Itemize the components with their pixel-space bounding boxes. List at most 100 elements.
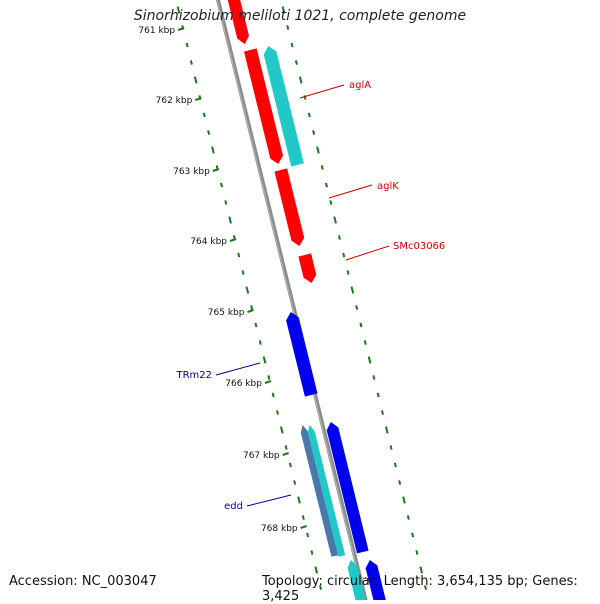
tick-mark [237, 252, 241, 258]
scale-label: 766 kbp [225, 379, 262, 389]
tick-mark [306, 532, 310, 538]
tick-mark [267, 375, 271, 380]
gene-SMc03066[interactable] [298, 253, 317, 283]
backbone-highlight [216, 0, 367, 604]
label-leader-line [299, 84, 345, 99]
gene-labels: aglA aglK SMc03066 TRm22 edd [175, 80, 445, 512]
tick-mark [207, 130, 211, 135]
label-leader-line [246, 494, 292, 507]
scale-tick [282, 452, 289, 456]
label-leader-line [345, 245, 390, 261]
tick-mark [228, 216, 232, 224]
outer-tick-track [281, 6, 428, 590]
genome-backbone [215, 0, 369, 604]
tick-mark [319, 585, 323, 590]
tick-mark [275, 410, 279, 415]
tick-mark [297, 496, 301, 504]
feature-track [227, 0, 388, 604]
tick-mark [281, 6, 286, 14]
tick-mark [250, 305, 254, 310]
tick-mark [406, 515, 410, 520]
scale-label: 762 kbp [156, 96, 193, 106]
tick-mark [189, 60, 193, 65]
gene-TRm22[interactable] [286, 312, 318, 397]
tick-mark [329, 200, 333, 205]
tick-mark [325, 182, 329, 188]
scale-tick [229, 238, 237, 242]
tick-mark [293, 480, 297, 485]
tick-mark [254, 322, 258, 328]
gene-aglK[interactable] [274, 168, 305, 246]
tick-mark [271, 392, 275, 398]
accession-text: Accession: NC_003047 [9, 574, 157, 589]
tick-mark [185, 42, 189, 48]
scale-label: 768 kbp [261, 524, 298, 534]
tick-mark [398, 480, 402, 485]
tick-mark [355, 305, 359, 310]
tick-mark [312, 130, 316, 135]
tick-mark [402, 496, 406, 504]
scale-labels: 761 kbp 762 kbp 763 kbp 764 kbp 765 kbp 766 k… [138, 26, 307, 534]
tick-mark [307, 112, 311, 118]
tick-mark [424, 585, 428, 590]
tick-mark [294, 60, 298, 65]
gene-label-aglK[interactable]: aglK [377, 181, 399, 192]
gene-edd[interactable] [326, 422, 369, 554]
tick-mark [384, 426, 389, 434]
tick-mark [367, 356, 372, 364]
tick-mark [211, 146, 215, 154]
scale-label: 765 kbp [208, 308, 245, 318]
gene-label-TRm22[interactable]: TRm22 [175, 370, 212, 381]
gene-aglA[interactable] [244, 48, 283, 164]
tick-mark [284, 445, 288, 450]
scale-tick [247, 309, 254, 313]
scale-label: 763 kbp [173, 167, 210, 177]
scale-tick [264, 380, 272, 384]
tick-mark [290, 42, 294, 48]
tick-mark [363, 340, 367, 345]
gene-bottom-fragment[interactable] [365, 560, 388, 604]
tick-mark [301, 515, 305, 520]
tick-mark [359, 322, 363, 328]
tick-mark [245, 286, 250, 294]
tick-mark [258, 340, 262, 345]
cds-aglA[interactable] [263, 46, 304, 167]
tick-mark [372, 375, 376, 380]
tick-mark [303, 95, 307, 100]
tick-mark [415, 550, 419, 555]
tick-mark [393, 462, 397, 468]
tick-mark [241, 270, 245, 275]
tick-mark [411, 532, 415, 538]
scale-label: 764 kbp [190, 237, 227, 247]
cds-bottom-fragment[interactable] [347, 560, 368, 604]
tick-mark [224, 200, 228, 205]
tick-mark [337, 235, 341, 240]
tick-mark [333, 216, 337, 224]
tick-mark [262, 356, 267, 364]
scale-label: 761 kbp [138, 26, 175, 36]
tick-mark [279, 426, 284, 434]
gene-label-edd[interactable]: edd [224, 501, 243, 512]
tick-mark [202, 112, 206, 118]
gene-top-fragment[interactable] [227, 0, 249, 44]
tick-mark [389, 445, 393, 450]
tick-mark [176, 6, 181, 14]
gene-label-SMc03066[interactable]: SMc03066 [393, 241, 445, 252]
backbone-line [215, 0, 369, 604]
scale-tick [212, 168, 220, 172]
feature-edd-slate[interactable] [300, 425, 339, 557]
gene-label-aglA[interactable]: aglA [349, 80, 371, 91]
tick-mark [350, 286, 355, 294]
tick-mark [316, 146, 320, 154]
tick-mark [314, 566, 319, 574]
scale-tick [177, 27, 185, 31]
cds-edd[interactable] [307, 425, 346, 557]
tick-mark [310, 550, 314, 555]
map-title: Sinorhizobium meliloti 1021, complete ge… [133, 8, 467, 24]
inner-tick-track [176, 6, 323, 590]
label-leader-line [328, 184, 373, 199]
scale-tick [300, 525, 307, 529]
tick-mark [320, 165, 324, 170]
